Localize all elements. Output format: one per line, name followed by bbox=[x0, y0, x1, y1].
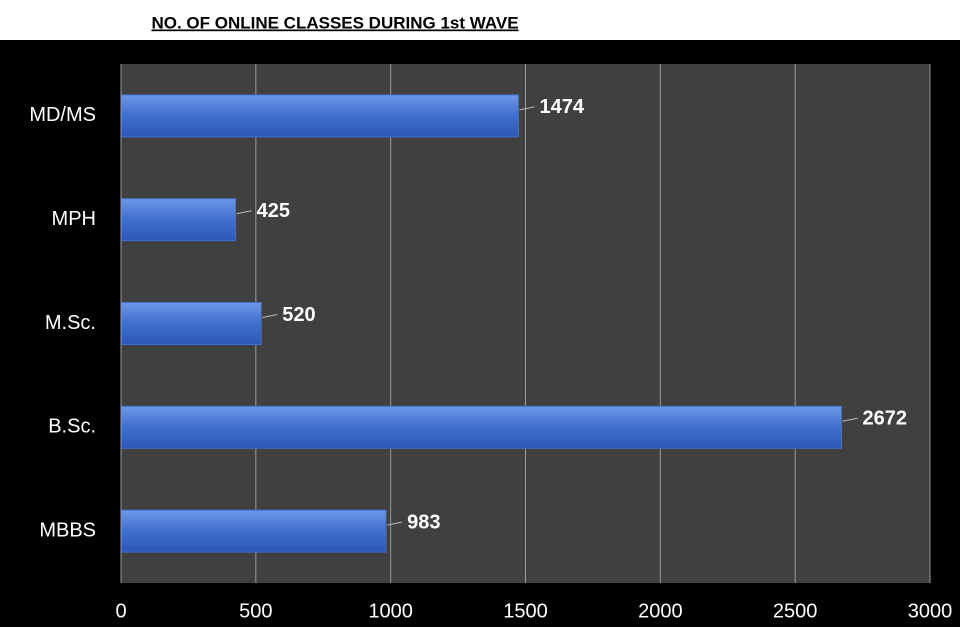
bar bbox=[120, 198, 237, 242]
label-leader bbox=[842, 417, 858, 422]
data-label: 1474 bbox=[539, 96, 584, 118]
y-tick-label: M.Sc. bbox=[45, 312, 96, 334]
y-tick-label: MD/MS bbox=[29, 104, 96, 126]
x-tick-label: 1500 bbox=[503, 600, 548, 622]
x-tick-label: 2500 bbox=[773, 600, 818, 622]
label-leader bbox=[262, 314, 278, 318]
x-tick-label: 0 bbox=[115, 600, 126, 622]
y-tick-label: B.Sc. bbox=[48, 416, 96, 438]
y-tick-label: MBBS bbox=[39, 519, 96, 541]
label-leader bbox=[519, 106, 535, 111]
data-label: 983 bbox=[407, 511, 440, 533]
x-tick-label: 2000 bbox=[638, 600, 683, 622]
x-tick-label: 3000 bbox=[908, 600, 953, 622]
bar bbox=[120, 405, 843, 449]
y-tick-label: MPH bbox=[52, 208, 96, 230]
x-tick-label: 500 bbox=[239, 600, 272, 622]
x-tick-label: 1000 bbox=[368, 600, 413, 622]
label-leader bbox=[236, 210, 252, 215]
bar bbox=[120, 94, 519, 138]
bar bbox=[120, 509, 387, 553]
bar bbox=[120, 302, 262, 345]
data-label: 520 bbox=[282, 304, 315, 326]
data-label: 425 bbox=[257, 200, 290, 222]
chart-title: NO. OF ONLINE CLASSES DURING 1st WAVE bbox=[151, 13, 518, 32]
data-label: 2672 bbox=[863, 408, 908, 430]
label-leader bbox=[386, 521, 403, 526]
